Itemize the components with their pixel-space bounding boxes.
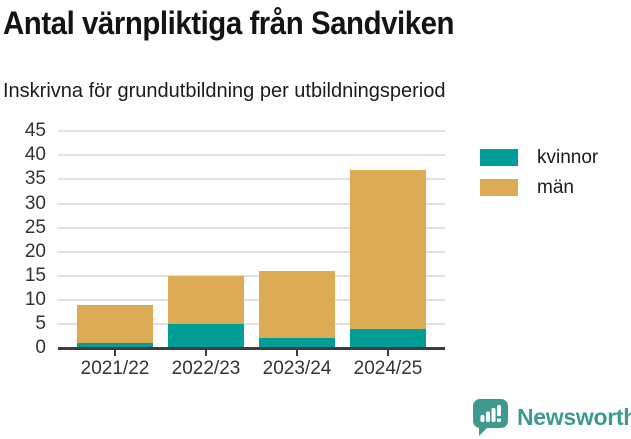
legend-label-kvinnor: kvinnor	[537, 147, 599, 168]
x-tick-label-2024/25: 2024/25	[353, 358, 423, 379]
gridline-y-25	[58, 226, 445, 229]
gridline-y-20	[58, 250, 445, 253]
bar-segment-män-2021/22	[77, 304, 153, 344]
chart-subtitle: Inskrivna för grundutbildning per utbild…	[3, 80, 446, 102]
y-tick-label-35: 35	[24, 168, 46, 190]
legend-label-män: män	[537, 177, 574, 198]
x-axis-line	[58, 347, 445, 350]
bar-segment-kvinnor-2021/22	[77, 343, 153, 348]
gridline-y-5	[58, 322, 445, 325]
brand-name: Newsworthy	[517, 404, 631, 430]
y-tick-label-5: 5	[35, 312, 46, 334]
x-tick-label-2021/22: 2021/22	[80, 358, 150, 379]
legend: kvinnor män	[480, 148, 598, 208]
chart-title: Antal värnpliktiga från Sandviken	[3, 5, 455, 41]
gridline-y-15	[58, 274, 445, 277]
y-tick-label-10: 10	[24, 288, 46, 310]
bar-segment-kvinnor-2023/24	[259, 338, 335, 348]
x-tick-2022/23	[205, 350, 207, 356]
brand-footer: Newsworthy	[472, 398, 631, 437]
y-tick-label-40: 40	[24, 144, 46, 166]
y-tick-label-20: 20	[24, 240, 46, 262]
x-tick-label-2022/23: 2022/23	[171, 358, 241, 379]
gridline-y-30	[58, 202, 445, 205]
y-tick-label-30: 30	[24, 192, 46, 214]
legend-swatch-kvinnor	[480, 149, 518, 166]
legend-item-kvinnor: kvinnor	[480, 148, 598, 167]
y-tick-label-15: 15	[24, 264, 46, 286]
gridline-y-10	[58, 298, 445, 301]
x-tick-2023/24	[296, 350, 298, 356]
gridline-y-40	[58, 154, 445, 157]
bar-segment-kvinnor-2022/23	[168, 323, 244, 348]
bar-segment-män-2024/25	[350, 169, 426, 329]
legend-item-män: män	[480, 178, 598, 197]
newsworthy-logo-icon	[473, 399, 508, 436]
x-tick-2024/25	[387, 350, 389, 356]
gridline-y-35	[58, 178, 445, 181]
bar-segment-män-2023/24	[259, 270, 335, 339]
gridline-y-45	[58, 130, 445, 133]
y-tick-label-0: 0	[35, 337, 46, 358]
x-tick-label-2023/24: 2023/24	[262, 358, 332, 379]
bar-segment-män-2022/23	[168, 275, 244, 324]
bar-segment-kvinnor-2024/25	[350, 328, 426, 348]
plot-area	[58, 125, 445, 348]
x-tick-2021/22	[114, 350, 116, 356]
y-tick-label-45: 45	[24, 120, 46, 142]
y-tick-label-25: 25	[24, 216, 46, 238]
legend-swatch-män	[480, 179, 518, 196]
